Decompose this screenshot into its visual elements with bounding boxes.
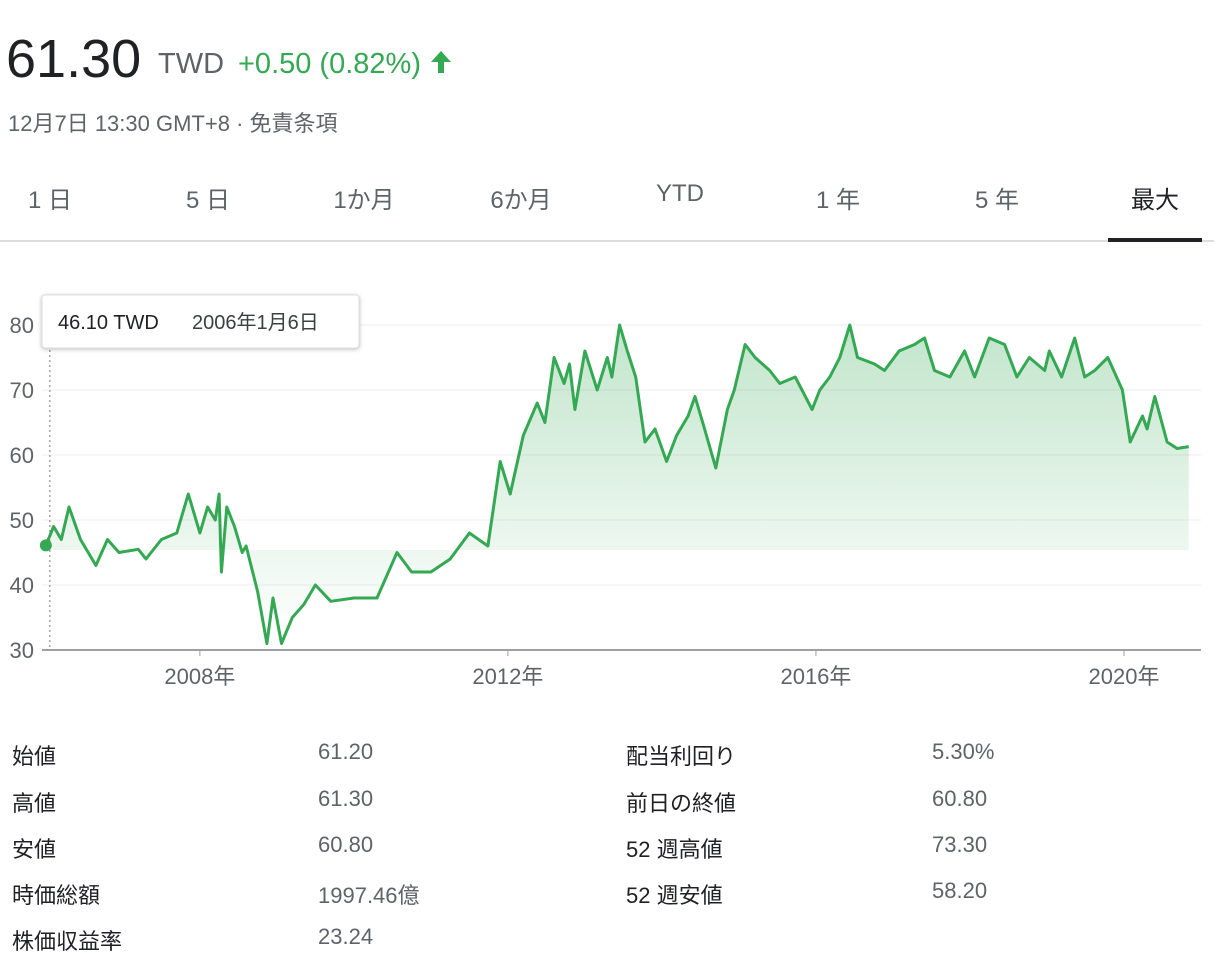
x-tick-label: 2008年 xyxy=(164,664,235,689)
tooltip-date: 2006年1月6日 xyxy=(192,311,319,334)
y-tick-label: 50 xyxy=(10,508,34,533)
active-tab-underline xyxy=(1108,238,1202,242)
y-tick-label: 80 xyxy=(10,313,34,338)
tooltip-value: 46.10 TWD xyxy=(58,312,159,334)
y-tick-label: 70 xyxy=(10,378,34,403)
x-tick-label: 2016年 xyxy=(780,664,851,689)
tooltip-box xyxy=(41,294,360,349)
stat-value: 61.20 xyxy=(318,739,374,764)
stat-label: 株価収益率 xyxy=(12,929,123,954)
stat-label: 前日の終値 xyxy=(626,791,737,816)
stat-value: 58.20 xyxy=(932,878,988,903)
tab[interactable]: YTD xyxy=(656,180,704,207)
stat-value: 73.30 xyxy=(932,832,988,857)
stat-label: 安値 xyxy=(12,837,57,862)
stat-value: 5.30% xyxy=(932,739,995,764)
y-tick-label: 30 xyxy=(10,638,34,663)
up-arrow xyxy=(431,51,452,73)
currency: TWD xyxy=(158,48,225,80)
tab[interactable]: 6か月 xyxy=(490,187,552,214)
x-tick-label: 2020年 xyxy=(1089,664,1160,689)
timestamp-row: 12月7日 13:30 GMT+8 · 免責条項 xyxy=(8,111,338,136)
tab[interactable]: 1か月 xyxy=(333,187,395,214)
stat-label: 始値 xyxy=(12,744,57,769)
stat-label: 52 週安値 xyxy=(626,883,723,908)
tab[interactable]: 5 日 xyxy=(185,187,231,214)
stat-label: 高値 xyxy=(12,791,57,816)
disclaimer-link[interactable]: 免責条項 xyxy=(249,111,338,136)
price: 61.30 xyxy=(6,29,142,89)
stat-label: 配当利回り xyxy=(626,744,737,769)
chart: 30 40 50 60 70 80 2008年 2012年 2016年 2020年 46.10 TW… xyxy=(10,294,1201,689)
stat-value: 60.80 xyxy=(932,786,988,811)
price-change: +0.50 (0.82%) xyxy=(238,48,453,81)
price-line xyxy=(44,323,1189,645)
x-tick-label: 2012年 xyxy=(472,664,543,689)
stat-label: 52 週高値 xyxy=(626,837,723,862)
stat-value: 61.30 xyxy=(318,786,374,811)
stat-label: 時価総額 xyxy=(12,883,101,908)
stat-value: 23.24 xyxy=(318,924,374,949)
area xyxy=(45,325,1189,644)
timestamp: 12月7日 13:30 GMT+8 xyxy=(8,111,230,136)
tab[interactable]: 5 年 xyxy=(974,187,1020,214)
tab-divider xyxy=(0,240,1214,242)
y-tick-label: 60 xyxy=(10,443,34,468)
change-text: +0.50 (0.82%) xyxy=(238,48,421,80)
tab[interactable]: 1 日 xyxy=(27,187,73,214)
hover-point xyxy=(39,539,52,552)
y-tick-label: 40 xyxy=(10,573,34,598)
tab[interactable]: 最大 xyxy=(1131,187,1179,214)
stat-value: 1997.46億 xyxy=(318,883,420,908)
tab[interactable]: 1 年 xyxy=(815,187,861,214)
stat-value: 60.80 xyxy=(318,832,374,857)
